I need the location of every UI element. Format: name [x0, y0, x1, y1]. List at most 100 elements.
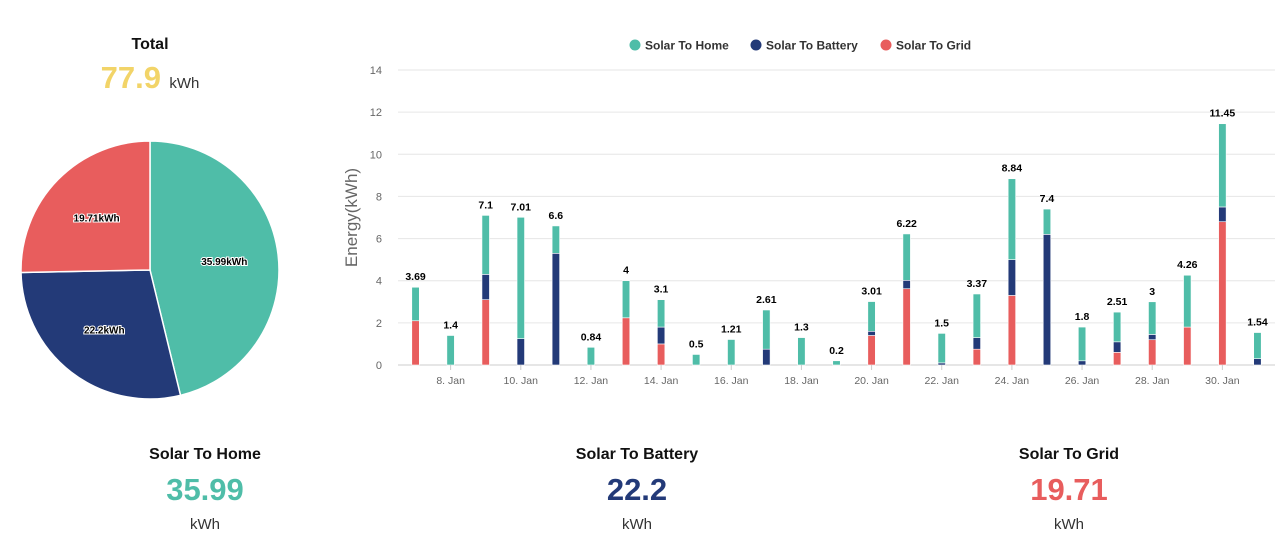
bar-segment-home[interactable]: [902, 233, 911, 281]
x-tick-label: 16. Jan: [714, 375, 749, 387]
x-tick-label: 24. Jan: [995, 375, 1030, 387]
bar-segment-battery[interactable]: [902, 279, 911, 290]
y-tick-label: 14: [370, 65, 382, 77]
bar-segment-home[interactable]: [551, 225, 560, 254]
pie-slice-grid[interactable]: [20, 140, 151, 274]
bar-segment-home[interactable]: [516, 216, 525, 339]
pie-label-battery: 22.2kWh: [84, 325, 125, 336]
x-tick-label: 22. Jan: [925, 375, 960, 387]
bar-segment-grid[interactable]: [1218, 221, 1227, 366]
x-tick-label: 8. Jan: [436, 375, 465, 387]
bar-total-label: 8.84: [1002, 163, 1023, 175]
bar-segment-grid[interactable]: [657, 343, 666, 366]
bar-segment-home[interactable]: [1253, 332, 1262, 359]
bar-segment-home[interactable]: [411, 286, 420, 322]
legend-item-home[interactable]: Solar To Home: [629, 39, 730, 53]
stat-grid-title: Solar To Grid: [1018, 446, 1120, 463]
bar-total-label: 1.21: [721, 324, 742, 336]
bar-segment-home[interactable]: [1148, 301, 1157, 335]
total-title: Total: [131, 36, 169, 53]
bar-segment-home[interactable]: [1007, 178, 1016, 260]
pie-label-grid: 19.71kWh: [74, 214, 120, 225]
bar-segment-grid[interactable]: [481, 299, 490, 366]
bar-segment-grid[interactable]: [902, 288, 911, 366]
bar-segment-battery[interactable]: [1113, 341, 1122, 353]
stat-battery-title: Solar To Battery: [575, 446, 699, 463]
bar-segment-battery[interactable]: [1218, 206, 1227, 223]
bar-segment-battery[interactable]: [657, 326, 666, 345]
bar-segment-home[interactable]: [586, 346, 595, 366]
legend-label-grid: Solar To Grid: [896, 39, 971, 53]
bar-total-label: 11.45: [1210, 108, 1236, 120]
bar-segment-grid[interactable]: [1113, 352, 1122, 366]
bar-segment-grid[interactable]: [1148, 339, 1157, 366]
bar-segment-home[interactable]: [937, 333, 946, 364]
bar-segment-battery[interactable]: [762, 348, 771, 366]
y-tick-label: 10: [370, 149, 382, 161]
legend-marker-grid: [880, 39, 892, 51]
total-value: 77.9: [100, 60, 161, 95]
bar-segment-battery[interactable]: [1253, 358, 1262, 366]
bar-segment-battery[interactable]: [972, 337, 981, 350]
y-tick-label: 12: [370, 107, 382, 119]
bar-segment-battery[interactable]: [937, 362, 946, 366]
x-tick-label: 20. Jan: [854, 375, 889, 387]
legend-label-battery: Solar To Battery: [766, 39, 858, 53]
total-value-row: 77.9 kWh: [60, 60, 240, 96]
bar-segment-home[interactable]: [972, 293, 981, 338]
bar-segment-home[interactable]: [692, 354, 701, 366]
bar-segment-battery[interactable]: [1148, 334, 1157, 341]
bar-segment-battery[interactable]: [1078, 360, 1087, 366]
bar-segment-home[interactable]: [481, 215, 490, 275]
bar-segment-grid[interactable]: [1183, 326, 1192, 366]
bar-segment-home[interactable]: [1042, 208, 1052, 235]
bar-segment-home[interactable]: [621, 280, 631, 319]
bar-total-label: 0.5: [689, 338, 704, 350]
stat-battery-value: 22.2: [606, 472, 668, 507]
bar-segment-home[interactable]: [1078, 326, 1087, 362]
bar-segment-home[interactable]: [1113, 311, 1122, 343]
bar-segment-home[interactable]: [1218, 123, 1227, 208]
legend-item-battery[interactable]: Solar To Battery: [750, 39, 859, 53]
bar-segment-home[interactable]: [867, 301, 876, 332]
bar-total-label: 1.8: [1075, 311, 1090, 323]
bar-segment-battery[interactable]: [481, 274, 490, 300]
bar-segment-home[interactable]: [797, 337, 806, 366]
bar-segment-grid[interactable]: [1007, 295, 1016, 366]
bar-segment-home[interactable]: [657, 299, 666, 328]
bar-segment-grid[interactable]: [621, 317, 631, 366]
pie-slice-home[interactable]: [149, 140, 280, 397]
bar-segment-home[interactable]: [762, 309, 771, 350]
bar-total-label: 3.37: [967, 278, 988, 290]
bar-total-label: 4.26: [1177, 259, 1198, 271]
stat-grid-unit: kWh: [1054, 516, 1084, 533]
legend-item-grid[interactable]: Solar To Grid: [880, 39, 972, 53]
bar-total-label: 4: [623, 265, 629, 277]
total-summary: Total 77.9 kWh: [60, 36, 240, 96]
stat-grid-value: 19.71: [1030, 472, 1108, 507]
daily-energy-bar-chart[interactable]: Solar To Home Solar To Battery Solar To Gr…: [330, 30, 1280, 400]
bar-total-label: 1.3: [794, 322, 809, 334]
stat-solar-to-battery: Solar To Battery 22.2 kWh: [527, 446, 747, 533]
bar-segment-grid[interactable]: [411, 320, 420, 366]
bar-segment-home[interactable]: [832, 360, 841, 366]
pie-slice-battery[interactable]: [20, 269, 182, 400]
bar-total-label: 3.1: [654, 284, 669, 296]
bar-segment-battery[interactable]: [1042, 234, 1052, 366]
bar-segment-home[interactable]: [446, 335, 455, 366]
y-tick-label: 0: [376, 360, 382, 372]
bar-segment-battery[interactable]: [867, 330, 876, 336]
bar-segment-battery[interactable]: [516, 338, 525, 366]
bar-total-label: 1.54: [1247, 317, 1268, 329]
bar-segment-home[interactable]: [1183, 274, 1192, 328]
bar-segment-grid[interactable]: [972, 348, 981, 366]
bar-segment-battery[interactable]: [1007, 259, 1016, 296]
stat-home-unit: kWh: [190, 516, 220, 533]
bar-segment-home[interactable]: [727, 339, 736, 366]
energy-pie-chart[interactable]: 35.99kWh 22.2kWh 19.71kWh: [0, 120, 300, 420]
bar-segment-grid[interactable]: [867, 335, 876, 366]
bar-total-label: 2.61: [756, 294, 777, 306]
bar-segment-battery[interactable]: [551, 253, 560, 366]
bar-total-label: 3.01: [861, 286, 882, 298]
bar-total-label: 7.01: [511, 201, 532, 213]
